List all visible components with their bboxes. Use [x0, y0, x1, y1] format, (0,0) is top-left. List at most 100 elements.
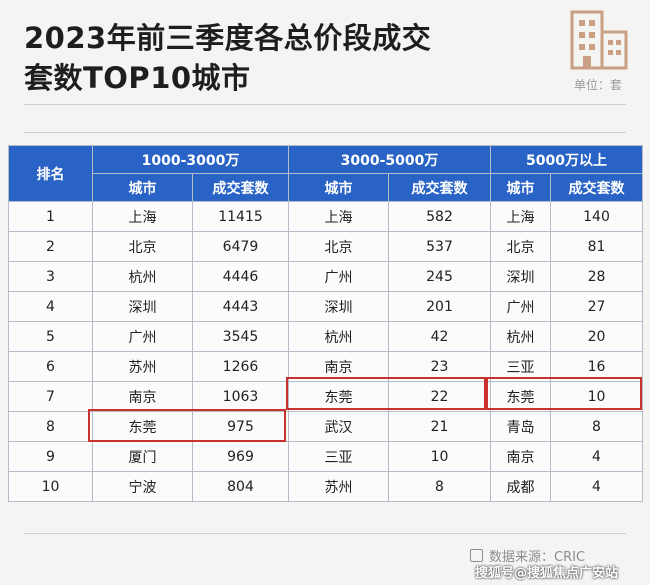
count-cell: 16 — [550, 351, 643, 382]
count-cell: 81 — [550, 231, 643, 262]
table-row: 9 厦门 969 三亚 10 南京 4 — [8, 441, 643, 472]
group-header: 3000-5000万 — [288, 145, 491, 174]
rank-cell: 2 — [8, 231, 93, 262]
rank-cell: 8 — [8, 411, 93, 442]
count-cell: 20 — [550, 321, 643, 352]
city-cell: 杭州 — [92, 261, 193, 292]
table-row: 8 东莞 975 武汉 21 青岛 8 — [8, 411, 643, 442]
count-cell: 3545 — [192, 321, 289, 352]
rank-cell: 5 — [8, 321, 93, 352]
divider-table — [24, 132, 626, 133]
count-cell: 1266 — [192, 351, 289, 382]
city-cell: 北京 — [490, 231, 551, 262]
count-cell: 4443 — [192, 291, 289, 322]
source-icon — [470, 549, 483, 562]
table-row: 10 宁波 804 苏州 8 成都 4 — [8, 471, 643, 502]
column-header: 城市 — [92, 173, 193, 202]
group-header: 5000万以上 — [490, 145, 643, 174]
count-cell: 6479 — [192, 231, 289, 262]
city-cell: 上海 — [92, 201, 193, 232]
table-row: 4 深圳 4443 深圳 201 广州 27 — [8, 291, 643, 322]
city-cell: 广州 — [288, 261, 389, 292]
column-header: 成交套数 — [388, 173, 491, 202]
rank-cell: 10 — [8, 471, 93, 502]
rank-cell: 7 — [8, 381, 93, 412]
city-cell: 深圳 — [92, 291, 193, 322]
count-cell: 27 — [550, 291, 643, 322]
rank-cell: 1 — [8, 201, 93, 232]
city-cell: 北京 — [92, 231, 193, 262]
count-cell: 537 — [388, 231, 491, 262]
city-cell: 三亚 — [490, 351, 551, 382]
count-cell: 11415 — [192, 201, 289, 232]
count-cell: 975 — [192, 411, 289, 442]
city-cell: 广州 — [490, 291, 551, 322]
city-cell: 杭州 — [288, 321, 389, 352]
column-header: 成交套数 — [192, 173, 289, 202]
city-cell: 东莞 — [92, 411, 193, 442]
table-row: 7 南京 1063 东莞 22 东莞 10 — [8, 381, 643, 412]
rank-cell: 3 — [8, 261, 93, 292]
city-cell: 杭州 — [490, 321, 551, 352]
count-cell: 10 — [388, 441, 491, 472]
title-line-2: 套数TOP10城市 — [24, 61, 251, 95]
column-header: 城市 — [288, 173, 389, 202]
city-cell: 东莞 — [490, 381, 551, 412]
count-cell: 22 — [388, 381, 491, 412]
count-cell: 21 — [388, 411, 491, 442]
city-cell: 武汉 — [288, 411, 389, 442]
city-cell: 青岛 — [490, 411, 551, 442]
city-cell: 宁波 — [92, 471, 193, 502]
city-cell: 成都 — [490, 471, 551, 502]
city-cell: 上海 — [490, 201, 551, 232]
unit-label: 单位：套 — [574, 78, 623, 92]
column-header: 成交套数 — [550, 173, 643, 202]
divider-bottom — [24, 533, 626, 534]
city-cell: 深圳 — [490, 261, 551, 292]
count-cell: 1063 — [192, 381, 289, 412]
city-cell: 苏州 — [288, 471, 389, 502]
city-cell: 广州 — [92, 321, 193, 352]
divider-top — [24, 104, 626, 105]
ranking-table: 排名 1000-3000万 3000-5000万 5000万以上 城市 成交套数… — [8, 145, 643, 502]
rank-cell: 9 — [8, 441, 93, 472]
page-title: 2023年前三季度各总价段成交 套数TOP10城市 — [24, 18, 431, 98]
count-cell: 4 — [550, 471, 643, 502]
table-row: 1 上海 11415 上海 582 上海 140 — [8, 201, 643, 232]
rank-cell: 6 — [8, 351, 93, 382]
count-cell: 42 — [388, 321, 491, 352]
source-text: 数据来源：CRIC — [489, 550, 586, 565]
count-cell: 8 — [388, 471, 491, 502]
count-cell: 201 — [388, 291, 491, 322]
group-header: 1000-3000万 — [92, 145, 289, 174]
city-cell: 苏州 — [92, 351, 193, 382]
city-cell: 南京 — [490, 441, 551, 472]
table-row: 2 北京 6479 北京 537 北京 81 — [8, 231, 643, 262]
city-cell: 上海 — [288, 201, 389, 232]
count-cell: 4 — [550, 441, 643, 472]
count-cell: 10 — [550, 381, 643, 412]
city-cell: 东莞 — [288, 381, 389, 412]
count-cell: 969 — [192, 441, 289, 472]
table-body: 1 上海 11415 上海 582 上海 140 2 北京 6479 北京 537 北京 81 3 杭州 444… — [8, 201, 643, 502]
count-cell: 4446 — [192, 261, 289, 292]
city-cell: 深圳 — [288, 291, 389, 322]
table-row: 3 杭州 4446 广州 245 深圳 28 — [8, 261, 643, 292]
count-cell: 245 — [388, 261, 491, 292]
count-cell: 23 — [388, 351, 491, 382]
column-header: 城市 — [490, 173, 551, 202]
title-line-1: 2023年前三季度各总价段成交 — [24, 21, 432, 55]
table-row: 5 广州 3545 杭州 42 杭州 20 — [8, 321, 643, 352]
count-cell: 582 — [388, 201, 491, 232]
city-cell: 南京 — [92, 381, 193, 412]
city-cell: 三亚 — [288, 441, 389, 472]
watermark: 搜狐号@搜狐焦点广安站 — [475, 566, 619, 581]
city-cell: 南京 — [288, 351, 389, 382]
count-cell: 140 — [550, 201, 643, 232]
table-row: 6 苏州 1266 南京 23 三亚 16 — [8, 351, 643, 382]
count-cell: 28 — [550, 261, 643, 292]
source-note: 数据来源：CRIC — [470, 546, 585, 565]
rank-cell: 4 — [8, 291, 93, 322]
city-cell: 北京 — [288, 231, 389, 262]
rank-header: 排名 — [8, 145, 93, 202]
